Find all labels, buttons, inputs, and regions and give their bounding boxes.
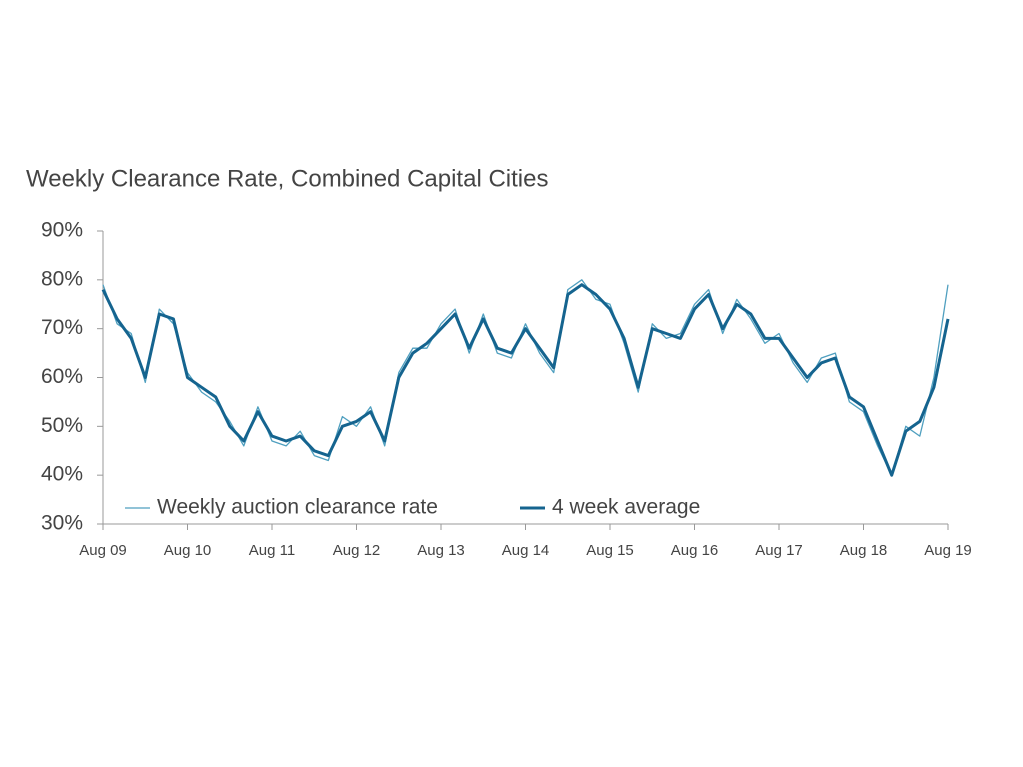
y-tick-label: 90%	[41, 219, 83, 242]
y-tick-label: 80%	[41, 267, 83, 290]
x-tick-label: Aug 12	[333, 542, 381, 559]
y-tick-label: 70%	[41, 316, 83, 339]
series-line	[102, 279, 949, 476]
series-line	[101, 283, 950, 477]
chart-title: Weekly Clearance Rate, Combined Capital …	[26, 165, 548, 192]
legend-label: 4 week average	[552, 496, 700, 519]
x-tick-label: Aug 16	[671, 542, 719, 559]
x-tick-label: Aug 19	[924, 542, 972, 559]
y-tick-label: 30%	[41, 512, 83, 535]
y-tick-label: 60%	[41, 365, 83, 388]
x-tick-label: Aug 17	[755, 542, 803, 559]
x-tick-label: Aug 15	[586, 542, 634, 559]
x-tick-label: Aug 18	[840, 542, 888, 559]
x-tick-label: Aug 09	[79, 542, 127, 559]
x-tick-label: Aug 11	[249, 542, 295, 559]
y-tick-label: 40%	[41, 463, 83, 486]
x-tick-label: Aug 10	[164, 542, 212, 559]
x-tick-label: Aug 14	[502, 542, 550, 559]
x-tick-label: Aug 13	[417, 542, 465, 559]
y-tick-label: 50%	[41, 414, 83, 437]
legend-label: Weekly auction clearance rate	[157, 496, 438, 519]
